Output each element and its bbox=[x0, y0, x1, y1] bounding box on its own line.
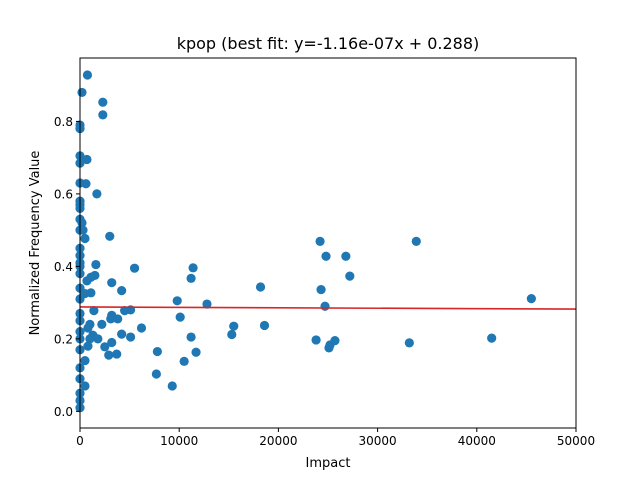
data-point bbox=[167, 381, 177, 391]
data-point bbox=[80, 381, 90, 391]
data-point bbox=[89, 305, 99, 316]
data-point bbox=[105, 231, 115, 241]
data-point bbox=[151, 369, 161, 379]
x-tick-label: 20000 bbox=[259, 434, 297, 448]
data-point bbox=[104, 350, 114, 360]
data-point bbox=[81, 179, 91, 189]
data-point bbox=[125, 332, 136, 342]
data-point bbox=[117, 329, 127, 339]
data-point bbox=[82, 276, 92, 286]
x-tick-label: 0 bbox=[76, 434, 84, 448]
data-point bbox=[112, 349, 122, 359]
data-point bbox=[188, 263, 198, 273]
data-point bbox=[175, 312, 185, 322]
y-tick-label: 0.6 bbox=[54, 187, 73, 201]
y-tick-label: 0.0 bbox=[54, 405, 73, 419]
data-point bbox=[320, 301, 330, 311]
data-point bbox=[80, 356, 90, 366]
data-point bbox=[93, 334, 103, 344]
data-point bbox=[83, 341, 93, 351]
data-point bbox=[98, 110, 108, 120]
data-point bbox=[100, 342, 110, 352]
data-point bbox=[186, 273, 196, 283]
x-tick-label: 40000 bbox=[458, 434, 496, 448]
data-point bbox=[106, 314, 116, 324]
x-tick-label: 10000 bbox=[160, 434, 198, 448]
y-axis-ticks: 0.0 0.2 0.4 0.6 0.8 bbox=[54, 115, 80, 419]
data-point bbox=[92, 189, 102, 199]
data-point bbox=[120, 305, 130, 316]
data-point bbox=[129, 263, 140, 273]
data-point bbox=[404, 338, 414, 348]
data-point bbox=[91, 259, 101, 270]
data-point bbox=[80, 233, 90, 244]
data-point bbox=[78, 225, 88, 235]
data-point bbox=[85, 334, 95, 344]
data-point bbox=[341, 251, 351, 261]
data-point bbox=[311, 335, 321, 345]
x-axis-ticks: 0 10000 20000 30000 40000 50000 bbox=[76, 428, 595, 448]
data-point bbox=[227, 329, 237, 340]
data-point bbox=[107, 337, 117, 348]
data-point bbox=[330, 336, 340, 346]
data-point bbox=[526, 294, 536, 304]
data-point bbox=[117, 286, 127, 296]
y-tick-label: 0.8 bbox=[54, 115, 73, 129]
data-point bbox=[321, 251, 331, 261]
data-point bbox=[152, 346, 162, 357]
data-point bbox=[315, 236, 325, 246]
x-tick-label: 50000 bbox=[557, 434, 595, 448]
y-tick-label: 0.4 bbox=[54, 260, 73, 274]
data-point bbox=[202, 299, 212, 309]
y-axis-label: Normalized Frequency Value bbox=[28, 151, 43, 336]
data-point bbox=[82, 154, 92, 165]
data-point bbox=[411, 236, 421, 246]
data-point bbox=[487, 333, 497, 343]
chart-title: kpop (best fit: y=-1.16e-07x + 0.288) bbox=[177, 34, 480, 53]
data-point bbox=[255, 282, 266, 292]
data-point bbox=[97, 319, 107, 329]
data-point bbox=[98, 97, 108, 107]
data-point bbox=[179, 356, 189, 366]
data-point bbox=[191, 347, 201, 357]
data-point bbox=[229, 321, 239, 331]
fit-line-layer bbox=[79, 306, 577, 310]
data-point bbox=[186, 332, 196, 342]
data-point bbox=[113, 314, 123, 324]
data-point bbox=[259, 320, 270, 331]
y-tick-label: 0.2 bbox=[54, 332, 73, 346]
plot-frame bbox=[79, 57, 577, 429]
data-point bbox=[136, 323, 147, 333]
data-point bbox=[345, 271, 355, 281]
x-axis-label: Impact bbox=[306, 456, 351, 471]
data-point bbox=[316, 284, 326, 295]
x-tick-label: 30000 bbox=[359, 434, 397, 448]
data-point bbox=[83, 323, 93, 333]
data-point bbox=[172, 296, 182, 306]
data-point bbox=[107, 278, 117, 288]
data-point bbox=[82, 70, 93, 80]
data-point bbox=[77, 87, 87, 98]
best-fit-line bbox=[79, 306, 577, 310]
